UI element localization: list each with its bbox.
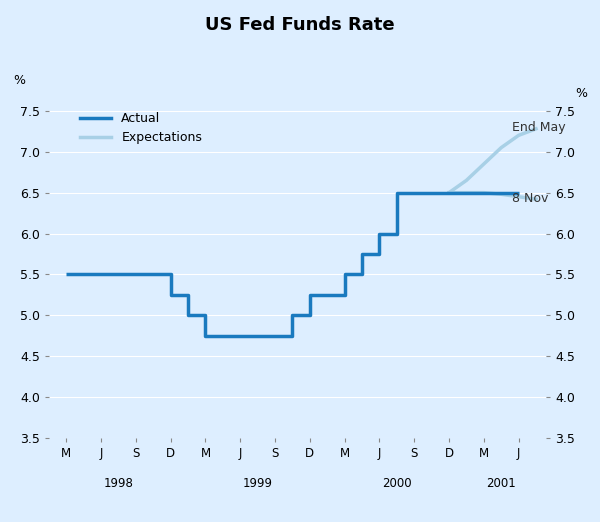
Text: 2001: 2001 — [487, 478, 516, 491]
Text: 1999: 1999 — [242, 478, 272, 491]
Text: 2000: 2000 — [382, 478, 412, 491]
Text: US Fed Funds Rate: US Fed Funds Rate — [205, 16, 395, 33]
Y-axis label: %: % — [13, 74, 25, 87]
Text: 8 Nov: 8 Nov — [512, 193, 548, 206]
Y-axis label: %: % — [575, 87, 587, 100]
Text: End May: End May — [512, 121, 565, 134]
Legend: Actual, Expectations: Actual, Expectations — [75, 107, 207, 149]
Text: 1998: 1998 — [104, 478, 133, 491]
